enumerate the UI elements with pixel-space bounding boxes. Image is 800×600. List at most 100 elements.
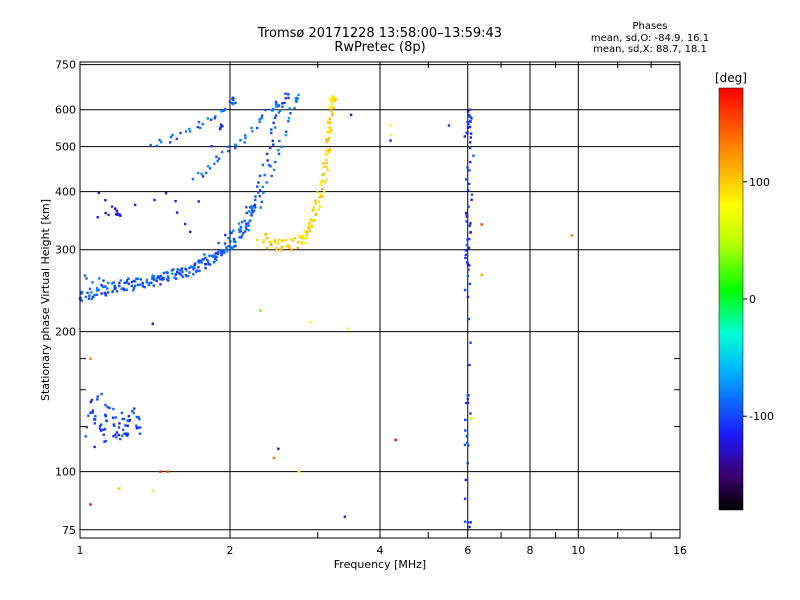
- data-point: [464, 418, 467, 422]
- data-point: [271, 139, 274, 143]
- data-point: [273, 240, 277, 243]
- data-point: [114, 433, 117, 436]
- data-point: [298, 235, 301, 239]
- data-point: [249, 219, 252, 222]
- data-point: [130, 284, 134, 288]
- data-point: [325, 178, 328, 182]
- data-point: [131, 409, 134, 413]
- data-point: [258, 120, 261, 124]
- data-point: [201, 175, 205, 178]
- data-point: [121, 417, 124, 421]
- data-point: [232, 245, 236, 248]
- data-point: [464, 253, 468, 257]
- data-point: [287, 96, 290, 100]
- data-point: [219, 123, 223, 126]
- data-point: [88, 287, 92, 291]
- data-point: [178, 272, 182, 275]
- data-point: [325, 158, 328, 161]
- data-point: [329, 131, 333, 134]
- data-point: [469, 341, 472, 344]
- data-point: [280, 102, 284, 105]
- data-point: [323, 181, 326, 184]
- data-point: [194, 262, 197, 265]
- data-point: [331, 102, 334, 105]
- data-point: [274, 160, 277, 164]
- data-point: [325, 138, 328, 141]
- data-point: [230, 247, 233, 251]
- data-point: [468, 525, 471, 529]
- data-point: [467, 268, 470, 271]
- data-point: [232, 237, 236, 241]
- data-point: [123, 281, 126, 285]
- data-point: [253, 203, 257, 207]
- data-point: [468, 108, 471, 111]
- data-point: [175, 270, 179, 274]
- data-point: [327, 136, 331, 140]
- data-point: [213, 253, 216, 256]
- data-point: [226, 250, 229, 253]
- data-point: [104, 439, 108, 443]
- data-point: [220, 150, 224, 154]
- data-point: [252, 209, 256, 212]
- data-point: [198, 261, 201, 264]
- data-point: [118, 213, 121, 216]
- data-point: [164, 191, 168, 195]
- data-point: [85, 425, 88, 429]
- data-point: [118, 284, 121, 288]
- data-point: [254, 198, 257, 202]
- data-point: [287, 92, 290, 96]
- data-point: [158, 138, 161, 142]
- data-point: [100, 283, 103, 287]
- data-point: [319, 193, 323, 197]
- data-point: [104, 403, 107, 407]
- data-point: [118, 281, 121, 285]
- data-point: [269, 146, 272, 150]
- data-point: [242, 231, 245, 235]
- data-point: [196, 171, 200, 175]
- data-point: [334, 98, 338, 101]
- data-point: [244, 134, 247, 137]
- data-point: [174, 199, 177, 203]
- data-point: [204, 263, 208, 266]
- data-point: [317, 208, 321, 211]
- data-point: [168, 141, 172, 144]
- data-point: [463, 288, 467, 292]
- data-point: [307, 227, 310, 230]
- data-point: [268, 240, 271, 244]
- colorbar-scale: [718, 87, 744, 511]
- data-point: [294, 97, 297, 100]
- data-point: [275, 105, 278, 108]
- data-point: [304, 242, 307, 245]
- data-point: [274, 103, 278, 106]
- data-point: [301, 242, 304, 245]
- data-point: [91, 295, 95, 299]
- data-point: [300, 236, 304, 240]
- data-point: [251, 207, 254, 211]
- data-point: [152, 284, 155, 287]
- data-point: [228, 100, 232, 104]
- data-point: [469, 116, 472, 119]
- data-point: [239, 138, 242, 142]
- data-point: [305, 232, 309, 235]
- data-point: [467, 317, 471, 321]
- data-point: [277, 148, 280, 152]
- data-point: [91, 281, 94, 284]
- x-tick-label: 8: [527, 544, 534, 557]
- data-point: [88, 294, 91, 297]
- data-point: [218, 127, 222, 131]
- data-point: [256, 185, 259, 188]
- data-point: [288, 246, 291, 249]
- data-point: [161, 278, 164, 281]
- data-point: [283, 101, 286, 105]
- data-point: [464, 256, 467, 260]
- data-point: [126, 424, 129, 427]
- data-point: [198, 269, 201, 273]
- y-tick-label: 400: [55, 186, 76, 199]
- data-point: [192, 273, 195, 276]
- data-point: [274, 126, 277, 129]
- data-point: [133, 407, 136, 410]
- data-point: [115, 210, 119, 213]
- data-point: [265, 152, 269, 156]
- data-point: [214, 115, 217, 118]
- data-point: [297, 470, 301, 473]
